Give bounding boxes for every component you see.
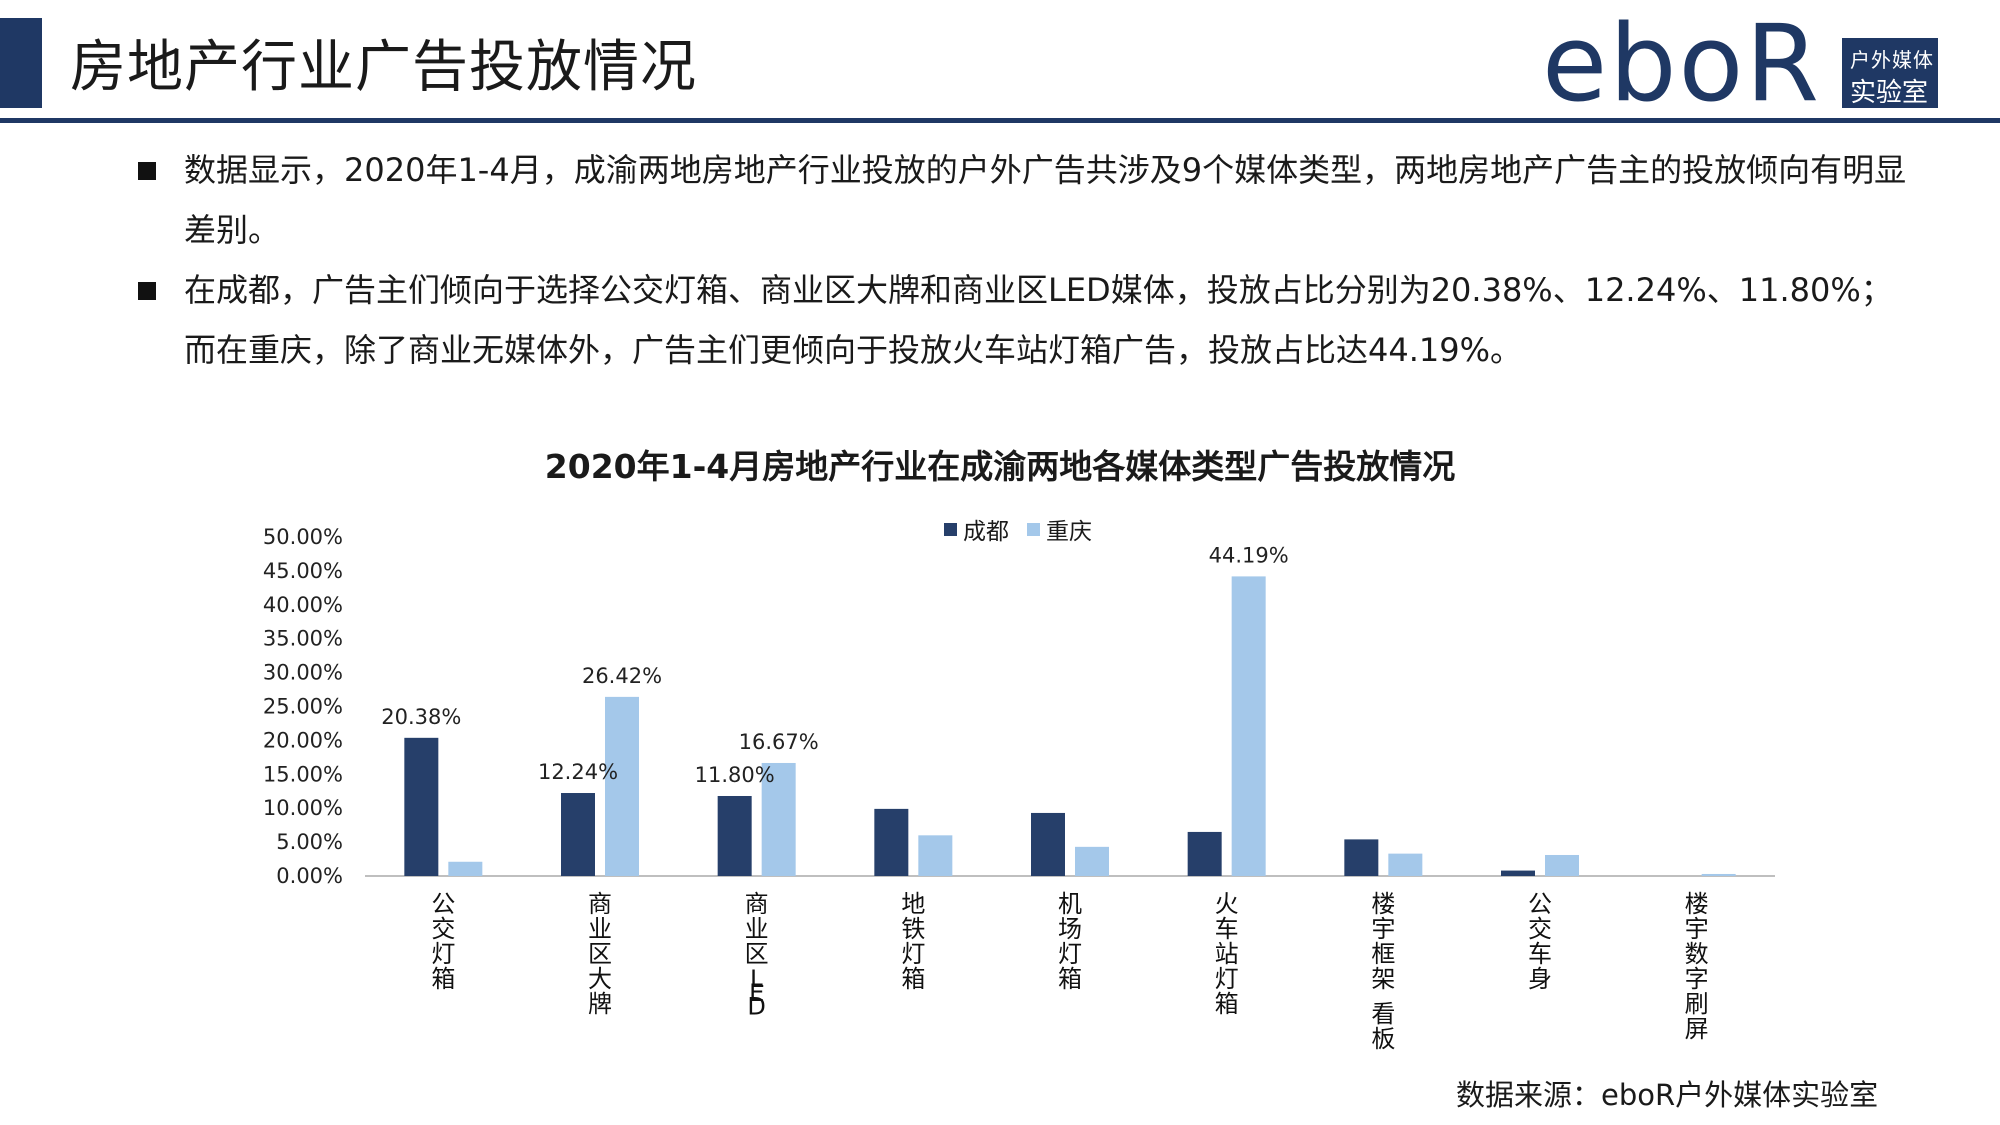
y-tick-label: 40.00% [263,593,343,617]
y-tick-label: 10.00% [263,796,343,820]
logo-sub-line-1: 户外媒体 [1850,48,1934,72]
bullet-text: 在成都，广告主们倾向于选择公交灯箱、商业区大牌和商业区LED媒体，投放占比分别为… [184,271,1893,369]
y-tick-label: 50.00% [263,525,343,549]
legend-label-chongqing: 重庆 [1046,519,1092,545]
data-label: 12.24% [538,760,618,784]
y-tick-label: 35.00% [263,627,343,651]
chart-title: 2020年1-4月房地产行业在成渝两地各媒体类型广告投放情况 [544,447,1456,486]
bar-chengdu [1187,831,1222,876]
square-bullet-icon [138,282,156,300]
legend-swatch-chongqing [1027,522,1040,536]
square-bullet-icon [138,162,156,180]
x-tick-label: 地铁灯箱 [901,890,925,993]
legend-item-chengdu: 成都 [944,512,1009,546]
bar-chongqing [1545,854,1579,876]
x-tick-label: 商业区 LED [745,890,769,1021]
x-tick-label: 公交车身 [1528,890,1552,993]
bar-chengdu [404,737,439,876]
y-tick-label: 20.00% [263,728,343,752]
bar-chengdu [1501,870,1535,876]
legend-swatch-chengdu [944,522,957,536]
data-label: 11.80% [695,763,775,787]
bar-chongqing [1231,576,1266,876]
data-source-note: 数据来源：eboR户外媒体实验室 [1456,1078,1879,1112]
x-tick-label: 商业区大牌 [588,890,612,1018]
legend-label-chengdu: 成都 [963,519,1009,545]
brand-logo: eboR 户外媒体 实验室 [1542,2,1942,125]
bullet-item: 数据显示，2020年1-4月，成渝两地房地产行业投放的户外广告共涉及9个媒体类型… [138,140,1918,260]
bar-chongqing [1388,853,1423,876]
header-divider [0,118,2000,123]
x-tick-label: 公交灯箱 [431,890,455,993]
bar-chongqing [918,835,953,876]
data-label: 26.42% [582,664,662,688]
page-title: 房地产行业广告投放情况 [70,35,697,100]
bar-chengdu [874,808,909,876]
y-tick-label: 25.00% [263,695,343,719]
logo-sub-line-2: 实验室 [1850,78,1929,108]
bullet-item: 在成都，广告主们倾向于选择公交灯箱、商业区大牌和商业区LED媒体，投放占比分别为… [138,260,1918,380]
y-tick-label: 5.00% [276,830,343,854]
y-tick-label: 30.00% [263,661,343,685]
bar-chengdu [1344,839,1379,876]
bar-chongqing [448,861,483,876]
bullet-list: 数据显示，2020年1-4月，成渝两地房地产行业投放的户外广告共涉及9个媒体类型… [138,140,1918,380]
bar-chengdu [1031,812,1065,876]
logo-wordmark: eboR [1542,2,1822,125]
y-tick-label: 0.00% [276,864,343,888]
bar-chengdu [561,793,595,876]
x-tick-label: 机场灯箱 [1058,890,1082,993]
chart-legend: 成都 重庆 [944,512,1092,546]
bullet-text: 数据显示，2020年1-4月，成渝两地房地产行业投放的户外广告共涉及9个媒体类型… [184,151,1907,249]
x-tick-label: 楼宇数字刷屏 [1685,890,1709,1043]
data-label: 16.67% [739,730,819,754]
data-label: 20.38% [381,705,461,729]
x-tick-label: 楼宇框架看板 [1371,890,1395,1053]
bar-chongqing [1701,873,1736,876]
bar-chongqing [1075,846,1109,876]
y-tick-label: 15.00% [263,762,343,786]
header-accent-bar [0,18,42,108]
x-tick-label: 火车站灯箱 [1215,890,1239,1018]
data-label: 44.19% [1209,543,1289,567]
bar-chongqing [605,696,639,876]
legend-item-chongqing: 重庆 [1027,512,1092,546]
y-tick-label: 45.00% [263,559,343,583]
logo-badge: 户外媒体 实验室 [1842,38,1938,108]
bar-chengdu [717,795,752,876]
bar-chongqing [761,762,796,876]
